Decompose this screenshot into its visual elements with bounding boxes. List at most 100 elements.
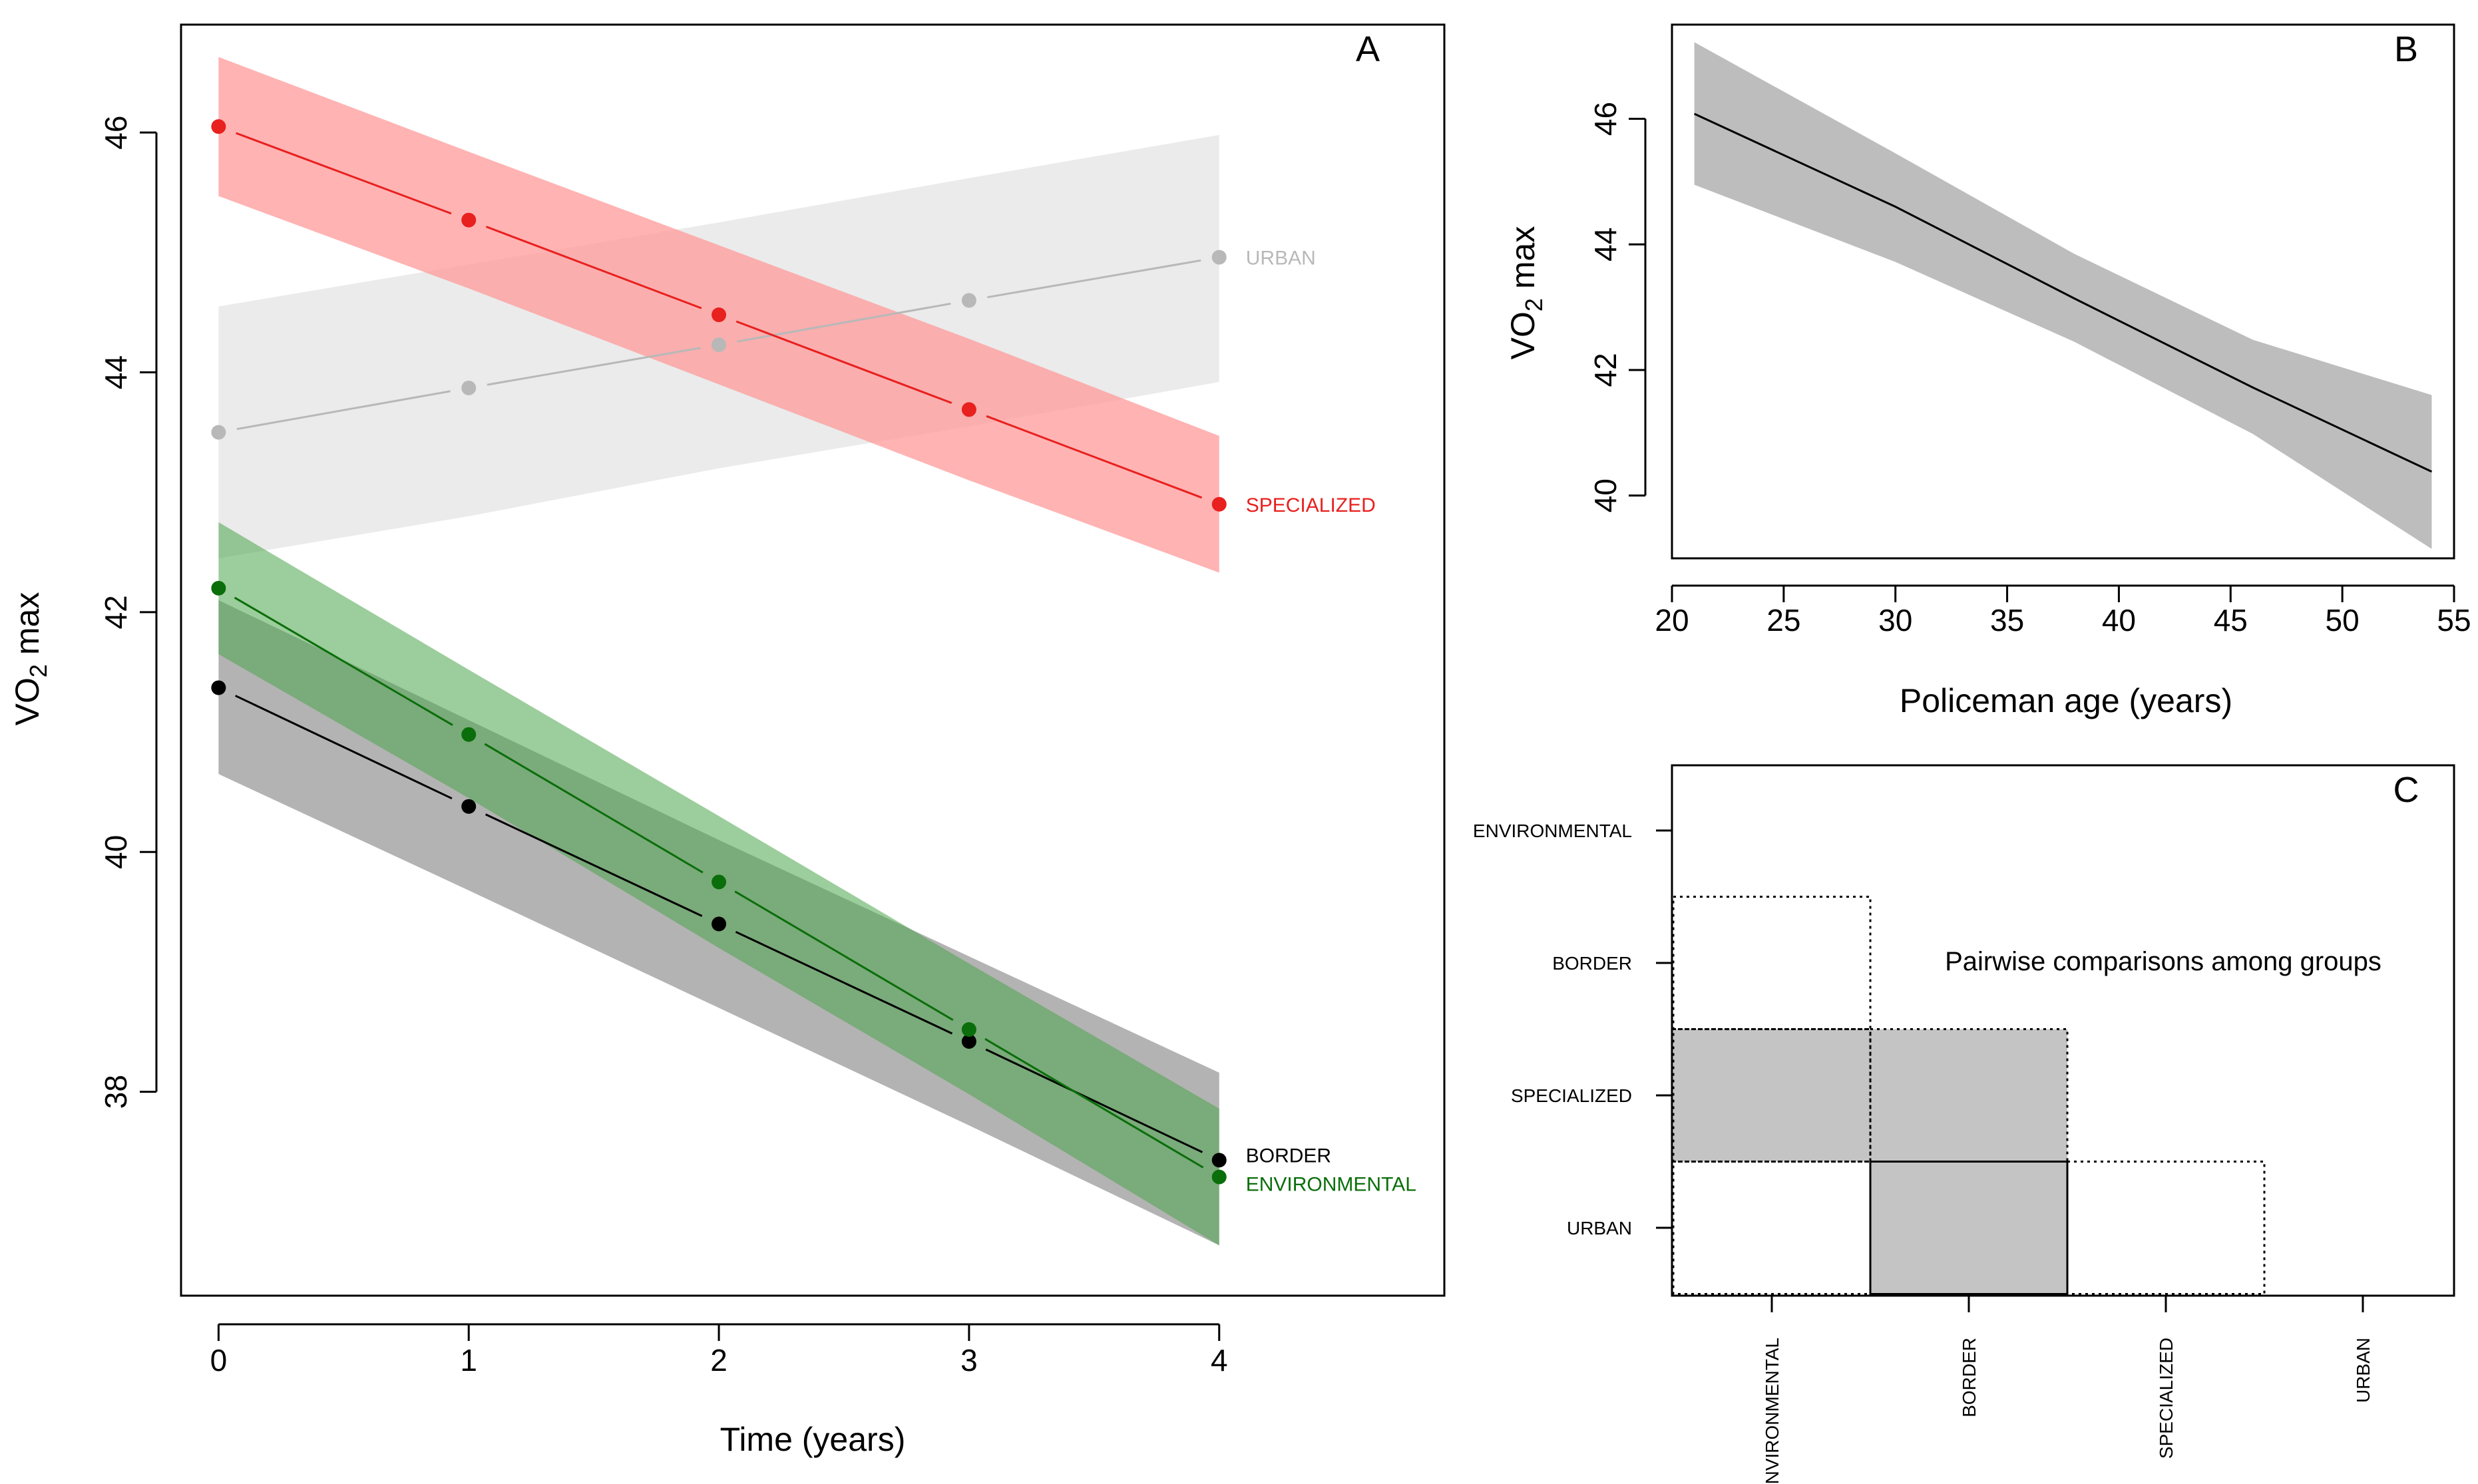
panel-a-frame [180, 23, 1446, 1297]
col-label-specialized: SPECIALIZED [2156, 1338, 2176, 1459]
point-specialized [1211, 496, 1227, 512]
point-urban [211, 425, 226, 440]
comparison-cell-specialized-environmental [1672, 1028, 1872, 1163]
comparison-cell-fill-urban-border [1870, 1161, 2067, 1294]
panel-c-title: Pairwise comparisons among groups [1945, 947, 2381, 976]
point-environmental [211, 580, 226, 596]
line-segment-specialized [485, 226, 702, 309]
series-label-urban: URBAN [1246, 248, 1316, 270]
x-tick-label: 20 [1655, 603, 1689, 638]
panel-a-ylabel-main: VO [9, 677, 46, 725]
point-environmental [961, 1021, 976, 1037]
comparison-cell-fill-specialized-border [1870, 1029, 2067, 1162]
panel-c: C Pairwise comparisons among groups ENVI… [1473, 764, 2455, 1484]
point-border [211, 680, 226, 695]
panel-a-y-axis: 38 40 42 44 46 [99, 116, 158, 1109]
point-environmental [461, 727, 477, 742]
row-label-border: BORDER [1552, 953, 1632, 974]
comparison-cell-urban-specialized [2066, 1161, 2266, 1295]
line-segment-urban [487, 347, 701, 386]
y-tick-label: 42 [1588, 353, 1623, 387]
x-tick-label: 50 [2326, 603, 2360, 638]
y-tick-label: 42 [99, 595, 133, 629]
y-tick-label: 38 [99, 1075, 133, 1109]
col-label-urban: URBAN [2353, 1338, 2374, 1403]
y-tick-label: 46 [1588, 102, 1623, 136]
comparison-cell-border-environmental [1672, 896, 1872, 1030]
comparison-cell-fill-urban-specialized [2067, 1161, 2264, 1294]
panel-b-y-axis-label: VO2 max [1504, 226, 1548, 360]
x-tick-label: 2 [710, 1343, 727, 1378]
panel-a-lines [234, 132, 1204, 1169]
point-border [461, 799, 477, 814]
y-tick-label: 44 [1588, 228, 1623, 262]
point-border [1211, 1153, 1227, 1168]
x-tick-label: 40 [2102, 603, 2136, 638]
x-tick-label: 45 [2214, 603, 2248, 638]
panel-b-ylabel-sub: 2 [1520, 298, 1548, 311]
series-label-environmental: ENVIRONMENTAL [1246, 1174, 1416, 1196]
x-tick-label: 30 [1878, 603, 1912, 638]
line-segment-border [985, 1048, 1203, 1153]
line-segment-specialized [735, 320, 952, 404]
comparison-cell-fill-urban-environmental [1673, 1161, 1870, 1294]
line-segment-specialized [986, 415, 1203, 499]
comparison-cell-fill-specialized-environmental [1673, 1029, 1870, 1162]
point-environmental [712, 874, 727, 890]
x-tick-label: 25 [1766, 603, 1800, 638]
panel-c-row-axis: ENVIRONMENTAL BORDER SPECIALIZED URBAN [1473, 821, 1672, 1238]
series-label-specialized: SPECIALIZED [1246, 494, 1376, 516]
point-specialized [712, 307, 727, 323]
point-urban [1211, 250, 1227, 265]
panel-a-x-axis: 0 1 2 3 4 [210, 1323, 1228, 1378]
line-segment-specialized [236, 132, 452, 215]
panel-c-col-axis: ENVIRONMENTAL BORDER SPECIALIZED URBAN [1762, 1296, 2374, 1484]
panel-a-series-labels: URBAN SPECIALIZED BORDER ENVIRONMENTAL [1246, 248, 1416, 1196]
comparison-cell-fill-border-environmental [1673, 896, 1870, 1029]
age-band [1694, 42, 2432, 549]
x-tick-label: 0 [210, 1343, 228, 1378]
panel-b-y-axis: 40 42 44 46 [1588, 102, 1647, 512]
panel-b-frame [1671, 23, 2455, 560]
point-border [712, 916, 727, 932]
panel-c-letter: C [2393, 770, 2419, 810]
row-label-specialized: SPECIALIZED [1511, 1085, 1632, 1106]
y-tick-label: 46 [99, 116, 133, 150]
point-specialized [211, 119, 226, 134]
panel-c-cells [1672, 896, 2266, 1295]
age-trend-line [1693, 112, 2433, 473]
panel-b-x-axis: 20 25 30 35 40 45 50 55 [1655, 584, 2471, 638]
point-urban [461, 380, 477, 395]
panel-b: B 20 25 30 35 40 45 50 55 40 42 44 46 Policeman ag… [1504, 23, 2471, 719]
panel-a: URBAN SPECIALIZED BORDER ENVIRONMENTAL A 0 1… [9, 23, 1446, 1458]
col-label-border: BORDER [1959, 1338, 1979, 1417]
line-segment-border [735, 930, 953, 1035]
y-tick-label: 40 [99, 835, 133, 869]
line-segment-border [235, 695, 453, 800]
line-segment-environmental [984, 1037, 1204, 1169]
line-segment-border [485, 813, 703, 917]
col-label-environmental: ENVIRONMENTAL [1762, 1338, 1782, 1484]
point-urban [712, 337, 727, 353]
series-label-border: BORDER [1246, 1145, 1331, 1167]
panel-a-x-axis-label: Time (years) [720, 1421, 906, 1458]
comparison-cell-urban-environmental [1672, 1161, 1872, 1295]
panel-a-letter: A [1356, 29, 1380, 69]
x-tick-label: 35 [1990, 603, 2024, 638]
line-segment-environmental [484, 743, 704, 874]
point-urban [961, 293, 976, 308]
point-specialized [961, 402, 976, 417]
panel-b-ylabel-suffix: max [1504, 226, 1542, 298]
row-label-urban: URBAN [1567, 1218, 1632, 1238]
row-label-environmental: ENVIRONMENTAL [1473, 821, 1632, 841]
line-segment-environmental [734, 890, 954, 1021]
point-specialized [461, 212, 477, 228]
panel-b-x-axis-label: Policeman age (years) [1900, 682, 2232, 719]
line-segment-urban [236, 390, 451, 431]
panel-a-points [211, 119, 1227, 1185]
point-environmental [1211, 1169, 1227, 1185]
point-border [961, 1034, 976, 1049]
panel-b-ylabel-main: VO [1504, 311, 1542, 359]
x-tick-label: 3 [960, 1343, 978, 1378]
